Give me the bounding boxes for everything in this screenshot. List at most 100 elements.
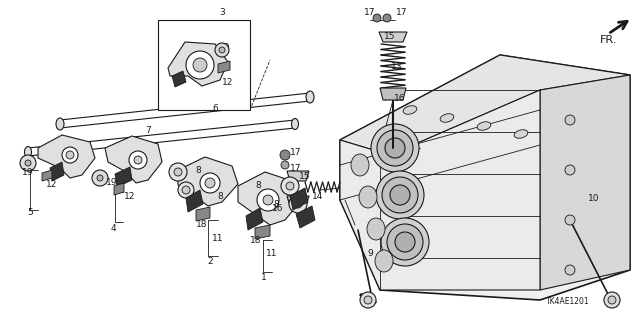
Text: 17: 17 — [291, 164, 301, 172]
Ellipse shape — [376, 171, 424, 219]
Circle shape — [193, 58, 207, 72]
Ellipse shape — [382, 177, 418, 213]
Polygon shape — [186, 190, 203, 212]
Ellipse shape — [477, 122, 491, 130]
Polygon shape — [287, 196, 309, 206]
Polygon shape — [287, 171, 309, 181]
Text: 16: 16 — [272, 204, 284, 212]
Circle shape — [565, 115, 575, 125]
Ellipse shape — [367, 218, 385, 240]
Circle shape — [219, 47, 225, 53]
Circle shape — [169, 163, 187, 181]
Polygon shape — [218, 61, 230, 73]
Ellipse shape — [395, 232, 415, 252]
Polygon shape — [105, 136, 162, 183]
Circle shape — [565, 265, 575, 275]
Circle shape — [608, 296, 616, 304]
Text: 9: 9 — [367, 250, 373, 259]
Text: 8: 8 — [217, 191, 223, 201]
Text: 4: 4 — [110, 223, 116, 233]
Text: 12: 12 — [222, 77, 234, 86]
Text: 15: 15 — [300, 172, 311, 180]
Text: 7: 7 — [145, 125, 151, 134]
Text: 11: 11 — [266, 250, 278, 259]
Circle shape — [62, 147, 78, 163]
Text: 8: 8 — [273, 199, 279, 209]
Circle shape — [25, 160, 31, 166]
Polygon shape — [380, 88, 406, 100]
Text: 5: 5 — [27, 207, 33, 217]
Polygon shape — [50, 162, 64, 181]
Circle shape — [97, 175, 103, 181]
Ellipse shape — [403, 106, 417, 114]
Polygon shape — [114, 183, 124, 195]
Polygon shape — [340, 55, 630, 155]
Bar — [158, 20, 250, 110]
Ellipse shape — [291, 118, 298, 130]
Circle shape — [263, 195, 273, 205]
Text: 16: 16 — [394, 93, 406, 102]
Text: 2: 2 — [207, 258, 213, 267]
Text: 13: 13 — [391, 61, 403, 70]
Polygon shape — [178, 157, 238, 206]
Circle shape — [20, 155, 36, 171]
Polygon shape — [38, 135, 95, 178]
Text: 17: 17 — [364, 7, 376, 17]
Text: 8: 8 — [255, 180, 261, 189]
Circle shape — [129, 151, 147, 169]
Circle shape — [281, 161, 289, 169]
Text: 19: 19 — [220, 43, 231, 52]
Ellipse shape — [56, 118, 64, 130]
Text: 3: 3 — [219, 7, 225, 17]
Text: 11: 11 — [212, 234, 224, 243]
Circle shape — [289, 195, 307, 213]
Text: 19: 19 — [106, 178, 118, 187]
Circle shape — [257, 189, 279, 211]
Circle shape — [66, 151, 74, 159]
Circle shape — [565, 215, 575, 225]
Ellipse shape — [351, 154, 369, 176]
Text: 17: 17 — [291, 148, 301, 156]
Ellipse shape — [24, 147, 31, 157]
Text: 15: 15 — [384, 31, 396, 41]
Circle shape — [360, 292, 376, 308]
Text: 18: 18 — [250, 236, 262, 244]
Text: 18: 18 — [196, 220, 208, 228]
Text: 17: 17 — [396, 7, 408, 17]
Polygon shape — [540, 75, 630, 290]
Polygon shape — [168, 42, 228, 86]
Text: 1: 1 — [261, 274, 267, 283]
Polygon shape — [379, 32, 407, 42]
Text: 12: 12 — [46, 180, 58, 188]
Ellipse shape — [381, 218, 429, 266]
Polygon shape — [115, 167, 132, 187]
Text: 14: 14 — [312, 191, 324, 201]
Ellipse shape — [306, 91, 314, 103]
Circle shape — [134, 156, 142, 164]
Polygon shape — [296, 206, 315, 228]
Circle shape — [92, 170, 108, 186]
Circle shape — [174, 168, 182, 176]
Circle shape — [205, 178, 215, 188]
Polygon shape — [246, 208, 263, 230]
Ellipse shape — [371, 124, 419, 172]
Ellipse shape — [387, 224, 423, 260]
Circle shape — [364, 296, 372, 304]
Text: 10: 10 — [588, 194, 600, 203]
Circle shape — [200, 173, 220, 193]
Ellipse shape — [375, 250, 393, 272]
Text: 19: 19 — [22, 167, 34, 177]
Text: TK4AE1201: TK4AE1201 — [546, 298, 590, 307]
Circle shape — [178, 182, 194, 198]
Circle shape — [215, 43, 229, 57]
Polygon shape — [172, 71, 186, 87]
Text: 8: 8 — [195, 165, 201, 174]
Circle shape — [604, 292, 620, 308]
Text: 6: 6 — [212, 103, 218, 113]
Circle shape — [281, 177, 299, 195]
Polygon shape — [238, 172, 300, 225]
Circle shape — [294, 200, 302, 208]
Text: FR.: FR. — [600, 35, 618, 45]
Circle shape — [565, 165, 575, 175]
Ellipse shape — [377, 130, 413, 166]
